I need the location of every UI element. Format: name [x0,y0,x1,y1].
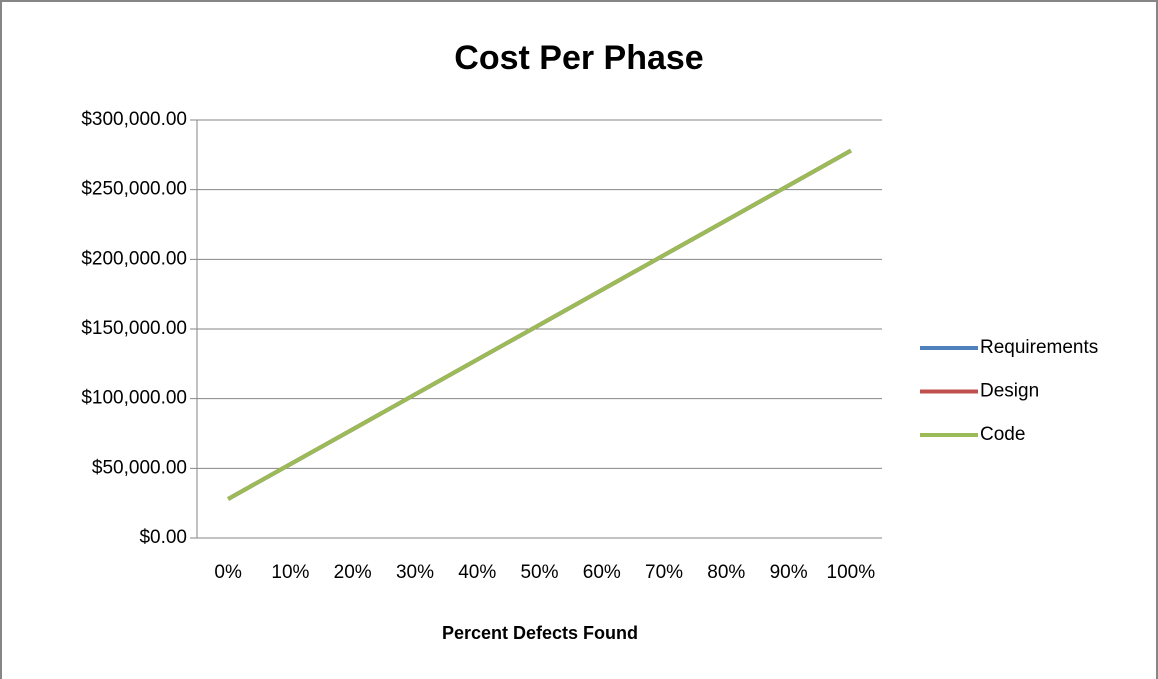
series-line [227,148,852,501]
x-tick-label: 40% [458,562,496,583]
x-tick-label: 70% [645,562,683,583]
x-tick-label: 60% [583,562,621,583]
chart-title: Cost Per Phase [454,39,703,77]
x-tick-label: 30% [396,562,434,583]
x-tick-label: 0% [214,562,242,583]
x-tick-label: 90% [770,562,808,583]
y-tick-label: $100,000.00 [81,388,187,409]
y-tick-label: $50,000.00 [92,457,187,478]
x-axis-title: Percent Defects Found [442,623,638,643]
y-tick-label: $300,000.00 [81,109,187,130]
x-tick-label: 100% [827,562,876,583]
x-tick-label: 50% [520,562,558,583]
x-tick-label: 80% [707,562,745,583]
y-tick-label: $200,000.00 [81,248,187,269]
x-tick-label: 10% [271,562,309,583]
legend-label: Requirements [980,337,1098,358]
legend-label: Design [980,381,1039,402]
y-tick-label: $250,000.00 [81,179,187,200]
y-tick-label: $150,000.00 [81,318,187,339]
y-tick-label: $0.00 [139,527,187,548]
legend-label: Code [980,424,1025,445]
x-tick-label: 20% [334,562,372,583]
